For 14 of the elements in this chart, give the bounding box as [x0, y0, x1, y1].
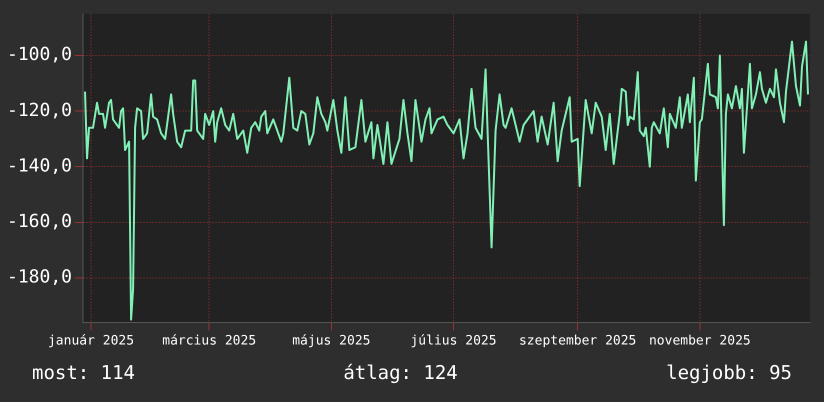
y-tick-label: -100,0 [6, 44, 72, 66]
x-tick-label: január 2025 [48, 334, 134, 349]
x-tick-label: július 2025 [410, 334, 497, 349]
y-tick-label: -120,0 [6, 100, 72, 121]
text: most: 114 [32, 362, 135, 384]
x-tick-label: november 2025 [648, 334, 751, 349]
x-tick-label: március 2025 [162, 334, 256, 349]
x-tick-label: szeptember 2025 [518, 334, 636, 349]
text: legjobb: 95 [666, 362, 792, 384]
y-tick-label: -180,0 [6, 266, 72, 288]
y-tick-label: -140,0 [6, 155, 72, 176]
text: átlag: 124 [343, 362, 458, 384]
x-tick-label: május 2025 [292, 334, 370, 349]
y-tick-label: -160,0 [6, 210, 72, 232]
